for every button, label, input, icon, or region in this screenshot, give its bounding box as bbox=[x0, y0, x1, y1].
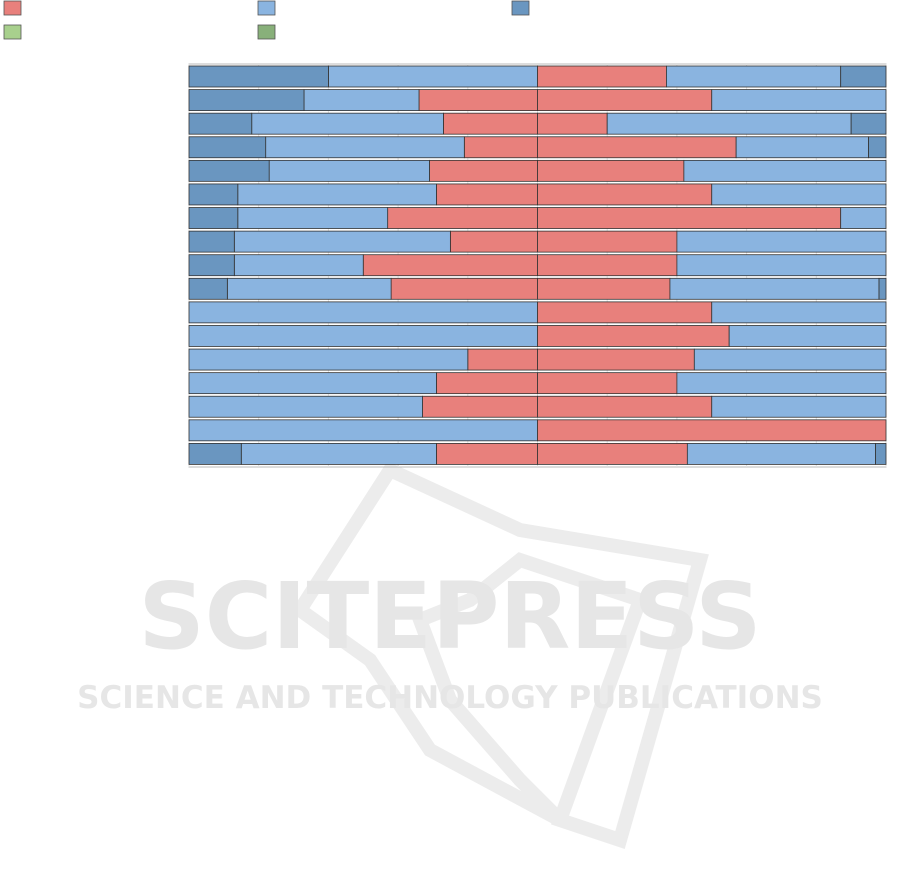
legend-swatch bbox=[511, 0, 530, 16]
legend-swatch bbox=[257, 24, 276, 40]
bar-segment bbox=[188, 136, 267, 159]
bar-segment bbox=[537, 230, 678, 253]
bar-segment bbox=[265, 136, 465, 159]
bar-segment bbox=[728, 325, 887, 347]
bar-segment bbox=[188, 183, 239, 206]
bar-segment bbox=[537, 254, 678, 277]
bar-segment bbox=[676, 230, 887, 253]
bar-segment bbox=[537, 348, 695, 371]
bar-segment bbox=[443, 112, 538, 135]
bar-segment bbox=[188, 443, 242, 465]
bar-segment bbox=[188, 112, 253, 135]
bar-segment bbox=[606, 112, 852, 135]
bar-segment bbox=[686, 443, 876, 465]
bar-segment bbox=[537, 65, 667, 88]
bar-segment bbox=[226, 277, 392, 300]
bar-segment bbox=[676, 372, 887, 395]
bar-segment bbox=[693, 348, 887, 371]
bar-segment bbox=[537, 277, 671, 300]
bar-segment bbox=[537, 112, 608, 135]
bar-segment bbox=[188, 159, 270, 182]
bar-segment bbox=[188, 230, 235, 253]
bar-segment bbox=[683, 159, 887, 182]
bar-segment bbox=[233, 230, 451, 253]
bar-segment bbox=[188, 301, 538, 324]
bar-segment bbox=[436, 183, 538, 206]
bar-segment bbox=[436, 443, 538, 465]
bar-segment bbox=[537, 325, 730, 347]
bar-segment bbox=[875, 443, 887, 465]
bar-segment bbox=[850, 112, 887, 135]
bar-segment bbox=[303, 89, 420, 111]
bar-segment bbox=[467, 348, 538, 371]
bar-segment bbox=[268, 159, 430, 182]
watermark-title: SCITEPRESS bbox=[138, 563, 761, 670]
bar-segment bbox=[188, 325, 538, 347]
bar-segment bbox=[735, 136, 869, 159]
bar-segment bbox=[188, 348, 469, 371]
bar-segment bbox=[537, 372, 678, 395]
bar-segment bbox=[436, 372, 538, 395]
bar-segment bbox=[188, 254, 235, 277]
bar-segment bbox=[429, 159, 538, 182]
bar-segment bbox=[537, 183, 713, 206]
bar-segment bbox=[449, 230, 538, 253]
plot bbox=[3, 0, 887, 468]
bar-segment bbox=[537, 136, 737, 159]
bar-segment bbox=[188, 89, 305, 111]
bar-segment bbox=[387, 207, 538, 229]
bar-segment bbox=[840, 65, 887, 88]
bar-segment bbox=[327, 65, 538, 88]
bar-segment bbox=[362, 254, 538, 277]
bar-segment bbox=[537, 443, 688, 465]
bar-segment bbox=[188, 395, 423, 418]
bar-segment bbox=[878, 277, 887, 300]
bar-segment bbox=[868, 136, 887, 159]
bar-segment bbox=[188, 372, 437, 395]
bar-segment bbox=[237, 183, 437, 206]
bar-segment bbox=[537, 301, 713, 324]
bar-segment bbox=[390, 277, 538, 300]
legend-swatch bbox=[257, 0, 276, 16]
bar-segment bbox=[840, 207, 887, 229]
bar-segment bbox=[463, 136, 538, 159]
bar-segment bbox=[666, 65, 842, 88]
bar-segment bbox=[711, 301, 887, 324]
bar-segment bbox=[251, 112, 444, 135]
bar-segment bbox=[711, 183, 887, 206]
legend-swatch bbox=[3, 0, 22, 16]
bar-segment bbox=[537, 207, 842, 229]
legend-swatch bbox=[3, 24, 22, 40]
bar-segment bbox=[233, 254, 364, 277]
bar-segment bbox=[188, 207, 239, 229]
bar-segment bbox=[418, 89, 538, 111]
bar-segment bbox=[188, 419, 538, 442]
bar-segment bbox=[537, 159, 685, 182]
bar-segment bbox=[537, 419, 887, 442]
bar-segment bbox=[676, 254, 887, 277]
bar-segment bbox=[711, 395, 887, 418]
bar-segment bbox=[711, 89, 887, 111]
watermark-subtitle: SCIENCE AND TECHNOLOGY PUBLICATIONS bbox=[77, 680, 823, 716]
bar-segment bbox=[422, 395, 538, 418]
bar-segment bbox=[188, 65, 329, 88]
bar-segment bbox=[537, 395, 713, 418]
bar-segment bbox=[669, 277, 880, 300]
bar-segment bbox=[237, 207, 389, 229]
watermark-logo bbox=[290, 461, 709, 849]
bar-segment bbox=[537, 89, 713, 111]
bar-segment bbox=[188, 277, 228, 300]
bar-segment bbox=[240, 443, 437, 465]
